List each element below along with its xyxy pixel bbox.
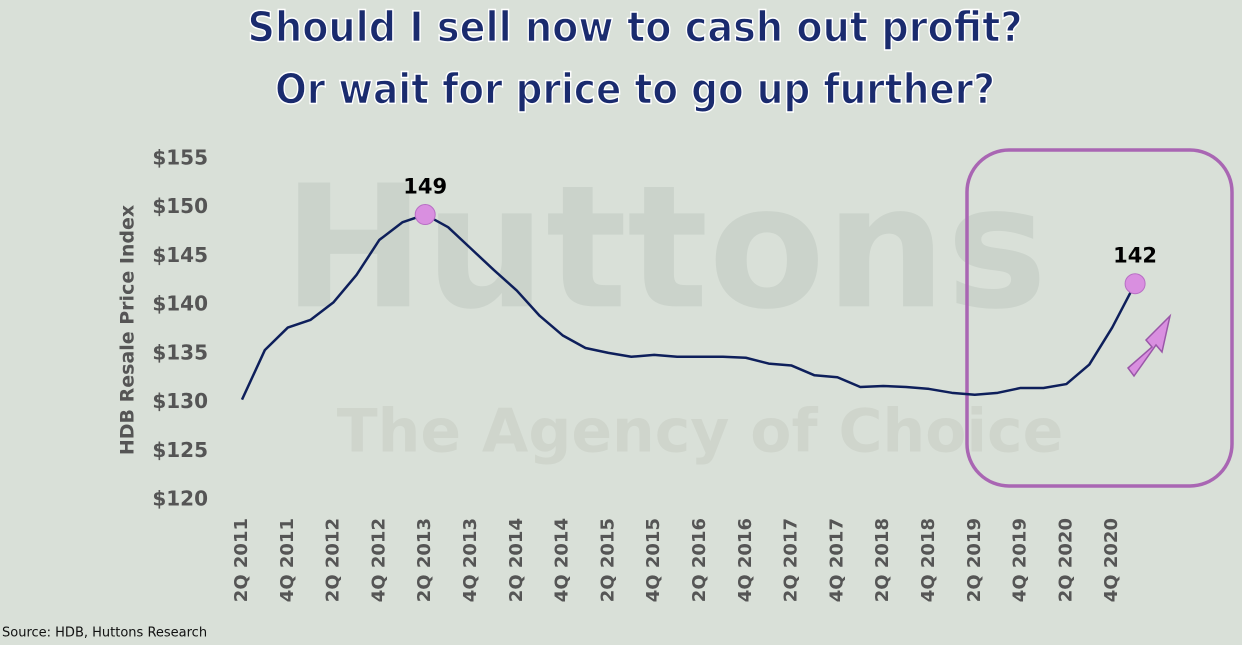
y-tick-label: $120 bbox=[152, 487, 208, 511]
up-arrow bbox=[1126, 313, 1172, 378]
x-tick-label: 4Q 2011 bbox=[277, 518, 298, 602]
x-tick-label: 4Q 2015 bbox=[643, 518, 664, 602]
watermark: Huttons bbox=[283, 149, 1048, 347]
x-tick-label: 4Q 2012 bbox=[368, 518, 389, 602]
y-tick-label: $135 bbox=[152, 340, 208, 364]
x-tick-label: 4Q 2016 bbox=[735, 518, 756, 602]
y-tick-label: $130 bbox=[152, 389, 208, 413]
x-tick-label: 2Q 2016 bbox=[689, 518, 710, 602]
source-note: Source: HDB, Huttons Research bbox=[2, 626, 207, 641]
x-tick-label: 4Q 2013 bbox=[460, 518, 481, 602]
x-tick-label: 2Q 2019 bbox=[964, 518, 985, 602]
x-tick-label: 2Q 2012 bbox=[323, 518, 344, 602]
value-label: 142 bbox=[1113, 244, 1157, 268]
x-tick-label: 2Q 2017 bbox=[781, 518, 802, 602]
y-tick-label: $125 bbox=[152, 438, 208, 462]
y-tick-label: $155 bbox=[152, 146, 208, 170]
x-tick-label: 4Q 2019 bbox=[1010, 518, 1031, 602]
y-tick-label: $150 bbox=[152, 194, 208, 218]
x-tick-label: 2Q 2020 bbox=[1055, 518, 1076, 602]
watermark-tagline: The Agency of Choice bbox=[337, 397, 1064, 467]
x-tick-label: 4Q 2017 bbox=[826, 518, 847, 602]
marker bbox=[414, 204, 436, 226]
chart-subtitle: Or wait for price to go up further? bbox=[275, 65, 995, 114]
x-tick-label: 2Q 2018 bbox=[872, 518, 893, 602]
highlight-box bbox=[965, 148, 1234, 488]
x-tick-label: 2Q 2011 bbox=[231, 518, 252, 602]
x-tick-label: 2Q 2013 bbox=[414, 518, 435, 602]
value-label: 149 bbox=[403, 175, 447, 199]
x-tick-label: 4Q 2014 bbox=[552, 518, 573, 602]
x-tick-label: 2Q 2014 bbox=[506, 518, 527, 602]
x-tick-label: 4Q 2020 bbox=[1101, 518, 1122, 602]
chart-title: Should I sell now to cash out profit? bbox=[248, 3, 1023, 52]
marker bbox=[1124, 273, 1146, 295]
y-tick-label: $145 bbox=[152, 243, 208, 267]
y-axis-label: HDB Resale Price Index bbox=[117, 205, 139, 455]
x-tick-label: 4Q 2018 bbox=[918, 518, 939, 602]
line bbox=[240, 213, 1137, 401]
y-tick-label: $140 bbox=[152, 292, 208, 316]
x-tick-label: 2Q 2015 bbox=[597, 518, 618, 602]
